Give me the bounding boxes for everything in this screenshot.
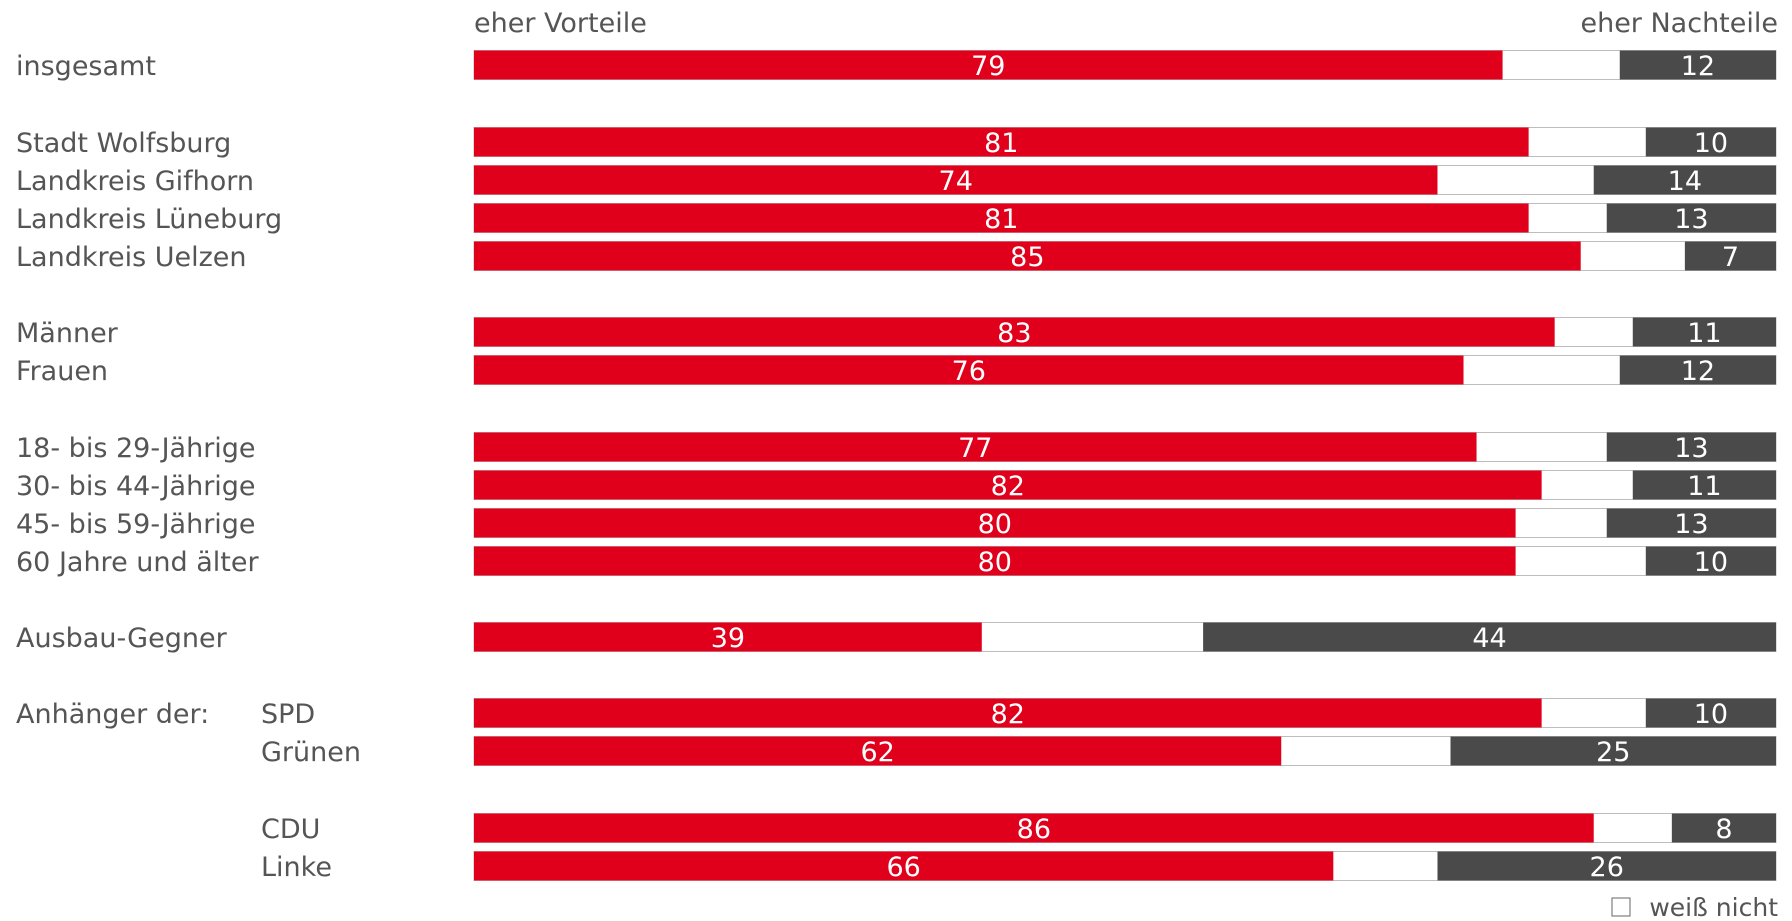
row-label-linke: Linke [261,852,332,883]
value-nachteile-maenner: 11 [1687,318,1721,349]
legend-swatch-weiss-nicht [1611,897,1631,917]
value-nachteile-landkreis-lueneburg: 13 [1674,204,1708,235]
value-nachteile-stadt-wolfsburg: 10 [1694,128,1728,159]
value-vorteile-ausbau-gegner: 39 [711,623,745,654]
bar-vorteile-insgesamt [474,50,1503,80]
row-label-insgesamt: insgesamt [16,51,156,82]
row-label-45-bis-59-jaehrige: 45- bis 59-Jährige [16,509,256,540]
value-nachteile-insgesamt: 12 [1681,51,1715,82]
value-nachteile-30-bis-44-jaehrige: 11 [1687,471,1721,502]
bar-vorteile-18-bis-29-jaehrige [474,432,1477,462]
value-vorteile-stadt-wolfsburg: 81 [984,128,1018,159]
value-nachteile-45-bis-59-jaehrige: 13 [1674,509,1708,540]
value-vorteile-frauen: 76 [952,356,986,387]
value-nachteile-frauen: 12 [1681,356,1715,387]
value-nachteile-60-jahre-und-aelter: 10 [1694,547,1728,578]
header-nachteile: eher Nachteile [1580,8,1778,39]
row-label-spd: SPD [261,699,315,730]
bar-nachteile-45-bis-59-jaehrige [1606,508,1776,538]
row-label-stadt-wolfsburg: Stadt Wolfsburg [16,128,231,159]
bar-nachteile-ausbau-gegner [1203,622,1776,652]
bars: insgesamt 79 12 Stadt Wolfsburg 81 10 Landkrei… [16,50,1777,883]
bar-vorteile-60-jahre-und-aelter [474,546,1516,576]
bar-nachteile-linke [1437,851,1776,881]
bar-nachteile-30-bis-44-jaehrige [1632,470,1776,500]
bar-nachteile-insgesamt [1619,50,1776,80]
bar-vorteile-30-bis-44-jaehrige [474,470,1542,500]
bar-vorteile-ausbau-gegner [474,622,982,652]
value-vorteile-insgesamt: 79 [971,51,1005,82]
bar-vorteile-landkreis-lueneburg [474,203,1529,233]
bar-vorteile-45-bis-59-jaehrige [474,508,1516,538]
value-nachteile-spd: 10 [1694,699,1728,730]
bar-nachteile-landkreis-uelzen [1684,241,1776,271]
value-vorteile-cdu: 86 [1017,814,1051,845]
value-nachteile-gruenen: 25 [1596,737,1630,768]
row-label-60-jahre-und-aelter: 60 Jahre und älter [16,547,259,578]
bar-nachteile-maenner [1632,317,1776,347]
bar-nachteile-landkreis-lueneburg [1606,203,1776,233]
value-vorteile-maenner: 83 [997,318,1031,349]
bar-nachteile-60-jahre-und-aelter [1645,546,1776,576]
value-nachteile-cdu: 8 [1715,814,1732,845]
value-vorteile-landkreis-uelzen: 85 [1010,242,1044,273]
row-label-18-bis-29-jaehrige: 18- bis 29-Jährige [16,433,256,464]
value-vorteile-spd: 82 [991,699,1025,730]
row-label-landkreis-uelzen: Landkreis Uelzen [16,242,247,273]
row-label-landkreis-gifhorn: Landkreis Gifhorn [16,166,254,197]
value-nachteile-ausbau-gegner: 44 [1472,623,1506,654]
bar-vorteile-gruenen [474,736,1282,766]
value-nachteile-landkreis-gifhorn: 14 [1668,166,1702,197]
bar-nachteile-spd [1645,698,1776,728]
bar-vorteile-stadt-wolfsburg [474,127,1529,157]
bar-nachteile-frauen [1619,355,1776,385]
value-vorteile-landkreis-lueneburg: 81 [984,204,1018,235]
row-label-frauen: Frauen [16,356,108,387]
value-vorteile-gruenen: 62 [860,737,894,768]
bar-nachteile-landkreis-gifhorn [1593,165,1776,195]
bar-nachteile-stadt-wolfsburg [1645,127,1776,157]
bar-vorteile-landkreis-gifhorn [474,165,1438,195]
bar-nachteile-18-bis-29-jaehrige [1606,432,1776,462]
value-vorteile-30-bis-44-jaehrige: 82 [991,471,1025,502]
group-label-anhaenger: Anhänger der: [16,699,209,730]
value-nachteile-18-bis-29-jaehrige: 13 [1674,433,1708,464]
row-label-cdu: CDU [261,814,320,845]
bar-vorteile-landkreis-uelzen [474,241,1581,271]
bar-vorteile-spd [474,698,1542,728]
legend: weiß nicht [1611,893,1778,921]
value-vorteile-60-jahre-und-aelter: 80 [978,547,1012,578]
bar-vorteile-frauen [474,355,1464,385]
bar-nachteile-gruenen [1450,736,1776,766]
row-label-30-bis-44-jaehrige: 30- bis 44-Jährige [16,471,256,502]
bar-vorteile-linke [474,851,1334,881]
bar-vorteile-maenner [474,317,1555,347]
value-nachteile-linke: 26 [1590,852,1624,883]
bar-nachteile-cdu [1671,813,1776,843]
header-vorteile: eher Vorteile [474,8,647,39]
value-vorteile-linke: 66 [886,852,920,883]
row-label-ausbau-gegner: Ausbau-Gegner [16,623,228,654]
bar-vorteile-cdu [474,813,1594,843]
row-label-maenner: Männer [16,318,119,349]
value-vorteile-45-bis-59-jaehrige: 80 [978,509,1012,540]
value-vorteile-landkreis-gifhorn: 74 [939,166,973,197]
row-label-gruenen: Grünen [261,737,361,768]
value-vorteile-18-bis-29-jaehrige: 77 [958,433,992,464]
row-label-landkreis-lueneburg: Landkreis Lüneburg [16,204,282,235]
value-nachteile-landkreis-uelzen: 7 [1722,242,1739,273]
legend-label-weiss-nicht: weiß nicht [1649,893,1778,921]
